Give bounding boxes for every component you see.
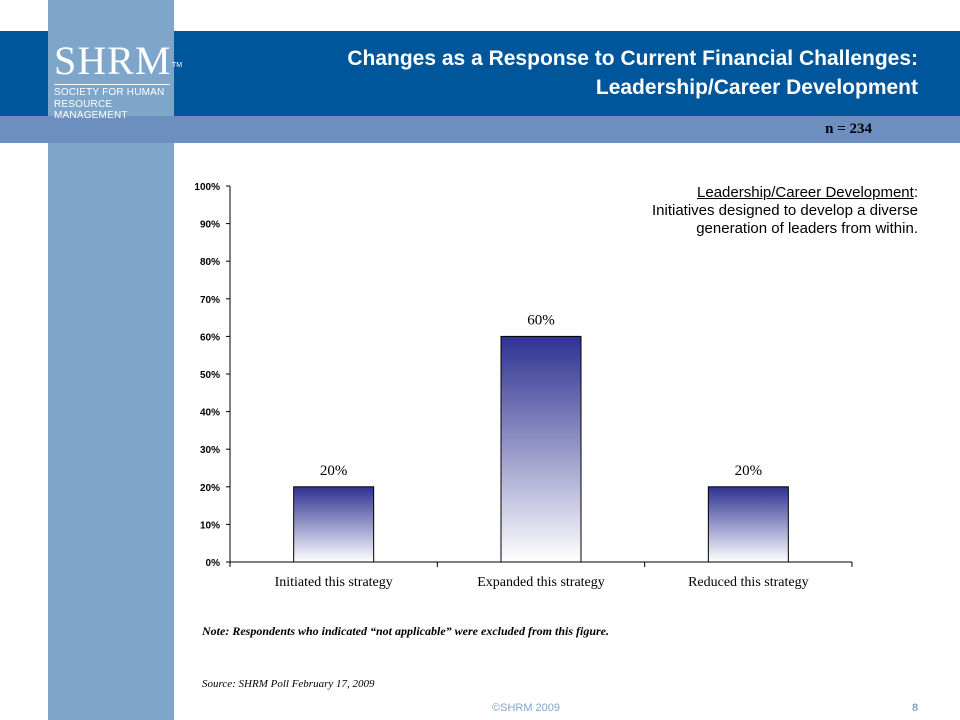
y-tick-label: 20% (200, 483, 220, 494)
bar (500, 335, 582, 563)
bar (293, 486, 375, 563)
y-tick-label: 40% (200, 408, 220, 419)
logo-trademark: TM (172, 62, 183, 69)
definition-separator: : (913, 184, 918, 201)
data-label: 20% (320, 463, 348, 479)
page-number: 8 (912, 702, 919, 714)
y-tick-label: 70% (200, 295, 220, 306)
y-tick-label: 100% (194, 182, 220, 193)
category-label: Reduced this strategy (688, 575, 809, 590)
y-tick-label: 30% (200, 445, 220, 456)
y-tick-label: 50% (200, 370, 220, 381)
data-label: 60% (527, 312, 555, 328)
sample-size-label: n = 234 (825, 121, 872, 137)
y-tick-label: 10% (200, 520, 220, 531)
y-tick-label: 80% (200, 257, 220, 268)
header-subbar (0, 116, 960, 143)
definition-term: Leadership/Career Development (697, 184, 914, 201)
y-tick-label: 60% (200, 332, 220, 343)
data-label: 20% (735, 463, 763, 479)
definition-body: Initiatives designed to develop a divers… (651, 202, 918, 237)
category-label: Initiated this strategy (275, 575, 393, 590)
y-tick-label: 0% (206, 558, 221, 569)
category-label: Expanded this strategy (477, 575, 605, 590)
copyright: ©SHRM 2009 (492, 702, 561, 714)
slide-title-line1: Changes as a Response to Current Financi… (347, 47, 918, 70)
logo-divider (54, 84, 170, 85)
y-tick-label: 90% (200, 220, 220, 231)
source-note: Source: SHRM Poll February 17, 2009 (202, 678, 375, 690)
definition-text: Leadership/Career Development: Initiative… (598, 184, 918, 238)
logo-subtitle-line2: RESOURCE MANAGEMENT (54, 99, 128, 121)
shrm-logo: SHRM TM SOCIETY FOR HUMAN RESOURCE MANAG… (48, 31, 182, 121)
footnote: Note: Respondents who indicated “not app… (202, 624, 609, 638)
bar (707, 486, 789, 563)
bar-chart: 0% 10% 20% 30% 40% 50% 60% 70% 80% 90% 100% 20% Ini… (194, 182, 853, 590)
logo-mark: SHRM (54, 38, 172, 83)
slide-title-line2: Leadership/Career Development (595, 76, 918, 99)
logo-subtitle-line1: SOCIETY FOR HUMAN (54, 87, 165, 98)
